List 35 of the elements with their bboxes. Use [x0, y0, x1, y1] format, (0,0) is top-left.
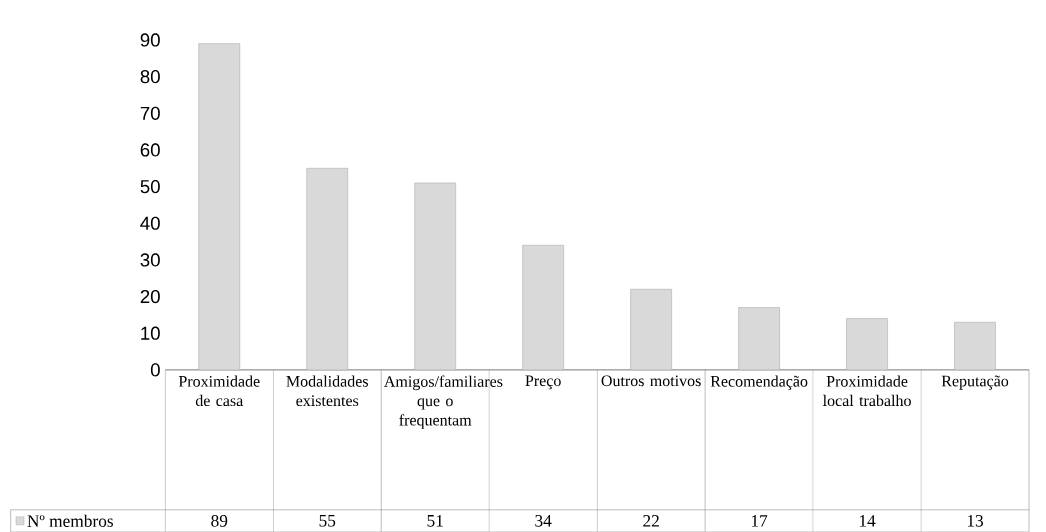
- x-tick-label: Outros motivos: [601, 375, 701, 387]
- x-tick-label: Proximidade de casa: [178, 375, 260, 406]
- bar: [306, 167, 349, 371]
- x-tick-label: Preço: [525, 375, 561, 390]
- y-tick-label: 30: [140, 253, 160, 267]
- x-tick-label: Proximidade local trabalho: [822, 375, 911, 406]
- bar: [738, 307, 780, 371]
- x-tick-label: Recomendação: [710, 375, 808, 390]
- bar: [414, 182, 456, 371]
- x-tick-label: Reputação: [941, 375, 1009, 390]
- bar: [954, 321, 996, 371]
- data-label: 22: [643, 515, 659, 527]
- bar: [630, 288, 672, 371]
- y-tick-label: 50: [140, 179, 160, 194]
- y-tick-label: 80: [140, 69, 160, 84]
- y-tick-label: 60: [140, 143, 160, 157]
- data-label: 13: [967, 514, 984, 527]
- y-tick-label: 0: [150, 363, 160, 377]
- data-label: 34: [535, 514, 552, 527]
- y-tick-label: 40: [140, 216, 160, 230]
- data-label: 89: [211, 514, 228, 527]
- x-tick-label: Amigos/familiares que o frequentam: [384, 375, 503, 429]
- data-label: 17: [751, 515, 768, 527]
- bar: [846, 318, 888, 371]
- y-tick-label: 20: [140, 289, 160, 304]
- data-label: 14: [859, 515, 876, 527]
- bar: [198, 43, 241, 371]
- legend-label: Nº membros: [27, 514, 113, 527]
- data-label: 51: [427, 514, 443, 527]
- y-tick-label: 10: [141, 326, 160, 340]
- y-tick-label: 90: [140, 33, 160, 47]
- x-tick-label: Modalidades existentes: [286, 375, 368, 406]
- bar: [522, 244, 564, 371]
- y-tick-label: 70: [140, 106, 160, 120]
- data-label: 55: [319, 515, 336, 527]
